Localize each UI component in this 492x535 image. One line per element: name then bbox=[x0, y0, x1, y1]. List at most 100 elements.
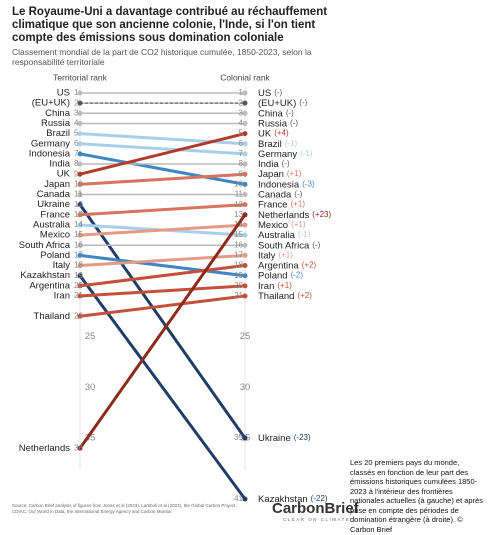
left-rank-label: 17 bbox=[74, 251, 83, 260]
left-dot bbox=[77, 313, 83, 319]
right-dot bbox=[242, 120, 248, 126]
left-tick-label: 25 bbox=[85, 331, 96, 342]
right-rank-label: 6 bbox=[239, 139, 244, 148]
right-country-label: South Africa (-) bbox=[258, 240, 321, 251]
right-country-name: Kazakhstan bbox=[258, 494, 308, 505]
right-dot bbox=[242, 131, 248, 137]
right-country-name: Brazil bbox=[258, 138, 282, 149]
slope-line bbox=[78, 253, 247, 278]
left-country-label: Japan bbox=[44, 179, 70, 190]
left-rank-label: 19 bbox=[74, 271, 83, 280]
right-country-name: India bbox=[258, 159, 279, 170]
right-country-name: (EU+UK) bbox=[258, 98, 296, 109]
right-country-name: UK bbox=[258, 128, 272, 139]
slope-line bbox=[78, 203, 247, 440]
chart-subtitle: Classement mondial de la part de CO2 his… bbox=[12, 47, 312, 67]
left-dot bbox=[77, 151, 83, 157]
caption: Les 20 premiers pays du monde, classés e… bbox=[350, 458, 484, 534]
left-dot bbox=[77, 131, 83, 137]
chart-title: Le Royaume-Uni a davantage contribué au … bbox=[12, 6, 328, 44]
right-country-name: Japan bbox=[258, 169, 284, 180]
rank-change: (+1) bbox=[278, 251, 293, 260]
slope-line bbox=[78, 142, 247, 156]
right-rank-label: 3 bbox=[239, 108, 244, 117]
left-country-label: China bbox=[45, 108, 71, 119]
rank-change: (-3) bbox=[302, 179, 315, 188]
right-dot bbox=[242, 283, 248, 289]
left-dot bbox=[77, 252, 83, 258]
right-country-name: South Africa bbox=[258, 240, 310, 251]
right-country-name: Indonesia bbox=[258, 179, 300, 190]
right-dot bbox=[242, 110, 248, 116]
left-dot bbox=[77, 110, 83, 116]
left-country-label: Argentina bbox=[29, 280, 70, 291]
right-rank-label: 20 bbox=[234, 281, 243, 290]
right-rank-label: 16 bbox=[234, 240, 243, 249]
right-rank-label: 18 bbox=[234, 261, 243, 270]
left-dot bbox=[77, 293, 83, 299]
left-country-label: UK bbox=[57, 169, 71, 180]
right-country-label: Italy (+1) bbox=[258, 250, 293, 261]
left-rank-label: 21 bbox=[74, 291, 83, 300]
left-dot bbox=[77, 181, 83, 187]
right-dot bbox=[242, 273, 248, 279]
left-rank-label: 10 bbox=[74, 179, 83, 188]
right-dot bbox=[242, 161, 248, 167]
right-rank-label: 12 bbox=[234, 200, 243, 209]
left-dot bbox=[77, 232, 83, 238]
right-country-name: Russia bbox=[258, 118, 288, 129]
right-country-label: Thailand (+2) bbox=[258, 291, 312, 302]
right-country-label: Indonesia (-3) bbox=[258, 179, 315, 190]
right-country-label: Canada (-) bbox=[258, 189, 303, 200]
right-country-label: UK (+4) bbox=[258, 128, 289, 139]
left-dot bbox=[77, 192, 83, 197]
right-dot bbox=[242, 435, 248, 441]
slope-line bbox=[78, 132, 247, 176]
left-country-label: Ukraine bbox=[37, 199, 70, 210]
right-dot bbox=[242, 252, 248, 258]
rank-change: (-) bbox=[299, 98, 307, 107]
rank-change: (+2) bbox=[297, 291, 312, 300]
right-dot bbox=[242, 222, 248, 228]
right-dot bbox=[242, 171, 248, 177]
right-rank-label: 8 bbox=[239, 159, 244, 168]
right-rank-label: 35 bbox=[234, 433, 243, 442]
right-country-name: Germany bbox=[258, 148, 297, 159]
left-country-label: Iran bbox=[54, 291, 70, 302]
right-dot bbox=[242, 242, 248, 248]
slope-line bbox=[78, 274, 247, 501]
left-country-label: Kazakhstan bbox=[20, 270, 70, 281]
slope-line bbox=[78, 253, 247, 268]
left-rank-label: 5 bbox=[74, 129, 79, 138]
right-country-name: Ukraine bbox=[258, 433, 291, 444]
right-tick-label: 25 bbox=[240, 331, 251, 342]
right-country-name: Australia bbox=[258, 230, 296, 241]
rank-change: (-22) bbox=[311, 494, 328, 503]
right-country-label: Australia (-1) bbox=[258, 230, 311, 241]
left-dot bbox=[77, 161, 83, 167]
left-dot bbox=[77, 263, 83, 269]
left-country-label: Canada bbox=[37, 189, 71, 200]
right-rank-label: 41 bbox=[234, 494, 243, 503]
right-rank-label: 2 bbox=[239, 98, 244, 107]
rank-change: (-) bbox=[286, 108, 294, 117]
right-dot bbox=[242, 496, 248, 502]
left-dot bbox=[77, 283, 83, 289]
left-tick-label: 30 bbox=[85, 382, 96, 393]
left-dot bbox=[77, 100, 83, 106]
rank-change: (-1) bbox=[298, 230, 311, 239]
right-country-name: France bbox=[258, 199, 288, 210]
right-country-label: Brazil (-1) bbox=[258, 138, 298, 149]
right-country-label: China (-) bbox=[258, 108, 294, 119]
right-dot bbox=[242, 151, 248, 157]
rank-change: (-23) bbox=[294, 433, 311, 442]
right-country-label: Netherlands (+23) bbox=[258, 209, 331, 220]
left-country-label: Poland bbox=[40, 250, 70, 261]
right-rank-label: 21 bbox=[234, 291, 243, 300]
right-country-label: Germany (-1) bbox=[258, 148, 313, 159]
right-rank-label: 15 bbox=[234, 230, 243, 239]
right-dot bbox=[242, 212, 248, 218]
slope-line bbox=[78, 223, 247, 237]
right-dot bbox=[242, 90, 248, 96]
